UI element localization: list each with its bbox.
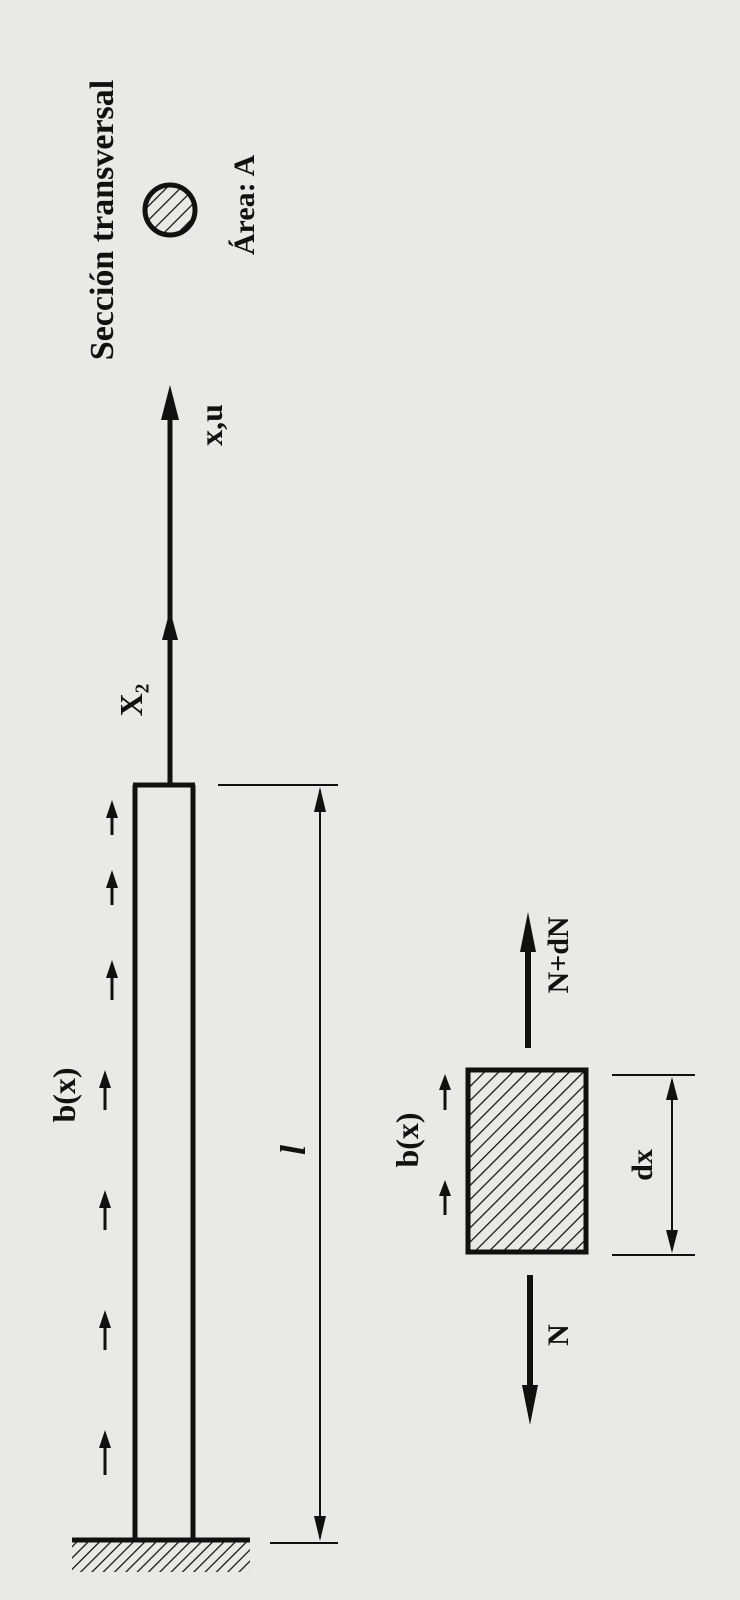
force-ndn-arrow: [520, 912, 536, 1048]
force-ndn-label: N+dN: [542, 916, 575, 993]
distributed-load-label: b(x): [46, 1067, 82, 1122]
force-n-label: N: [542, 1324, 575, 1346]
element-load-arrows: [439, 1074, 451, 1215]
end-force-label: X₂: [113, 684, 149, 717]
cross-section-icon: [142, 182, 198, 238]
area-label: Área: A: [228, 155, 261, 256]
length-dimension: [218, 784, 338, 1544]
dx-dimension: [612, 1074, 695, 1256]
distributed-load-arrows: [99, 800, 118, 1475]
differential-element: [465, 1067, 589, 1255]
fixed-support: [72, 1537, 250, 1572]
dx-label: dx: [626, 1149, 659, 1181]
bar: [132, 782, 196, 1540]
axis-arrow: [161, 385, 179, 785]
element-load-label: b(x): [389, 1112, 425, 1167]
length-label: l: [273, 1145, 313, 1155]
force-n-arrow: [522, 1275, 538, 1425]
section-title-label: Sección transversal: [84, 80, 121, 360]
axis-label: x,u: [193, 404, 229, 446]
